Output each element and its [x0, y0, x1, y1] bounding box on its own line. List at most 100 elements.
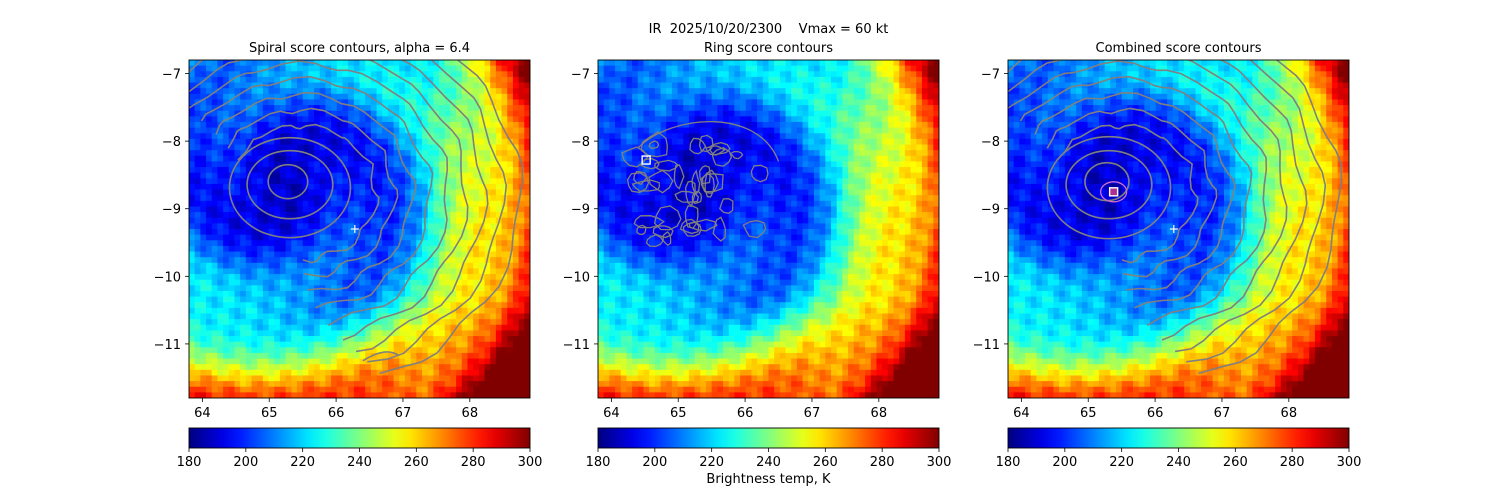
- colorbar-tick-label: 240: [1166, 455, 1191, 470]
- contour-ring-19: [742, 220, 767, 239]
- contour-ring-0: [691, 190, 703, 205]
- contour-inner-2: [1046, 135, 1172, 240]
- y-tick-label: −11: [563, 338, 590, 353]
- x-tick-label: 64: [1013, 406, 1030, 421]
- colorbar-tick-label: 220: [699, 455, 724, 470]
- contour-spiral-arm-3: [200, 75, 434, 309]
- colorbar-tick-label: 260: [404, 455, 429, 470]
- y-tick-label: −9: [571, 203, 590, 218]
- contour-ring-5: [640, 131, 668, 158]
- contour-ring-21: [648, 169, 674, 194]
- contour-spiral-arm-5: [189, 60, 469, 341]
- heatmap-image: [189, 60, 530, 398]
- contour-ring-6: [631, 179, 661, 192]
- colorbar-tick-label: 180: [586, 455, 611, 470]
- contour-ring-23: [704, 172, 715, 198]
- x-tick-label: 67: [1214, 406, 1231, 421]
- axes-frame: [188, 59, 531, 399]
- contour-ring-14: [626, 172, 650, 194]
- y-tick-label: −10: [154, 270, 181, 285]
- contour-inner-2: [228, 136, 352, 239]
- contour-ring-25: [633, 215, 665, 229]
- x-tick-label: 67: [395, 406, 412, 421]
- center-marker-square: [641, 155, 651, 165]
- contour-peak: [1099, 181, 1128, 203]
- contour-ring-15: [750, 164, 769, 183]
- contour-inner-1: [246, 149, 334, 220]
- colorbar-tick-label: 200: [1052, 455, 1077, 470]
- x-tick-label: 65: [261, 406, 278, 421]
- y-tick-label: −11: [154, 338, 181, 353]
- contour-ring-outer: [637, 121, 780, 162]
- contour-inner-0: [267, 163, 309, 200]
- contour-spiral-arm-8: [1198, 60, 1343, 375]
- contour-spiral-arm-8: [379, 60, 524, 375]
- colorbar: [597, 427, 940, 449]
- contour-spiral-arm-7: [367, 60, 508, 363]
- x-tick-label: 68: [871, 406, 888, 421]
- colorbar-tick-label: 240: [347, 455, 372, 470]
- contour-ring-8: [645, 234, 664, 248]
- contour-ring-12: [700, 173, 724, 193]
- colorbar-tick-label: 240: [756, 455, 781, 470]
- x-tick-label: 65: [1080, 406, 1097, 421]
- x-tick-label: 64: [194, 406, 211, 421]
- colorbar-tick-label: 300: [927, 455, 952, 470]
- colorbar-tick-label: 300: [518, 455, 543, 470]
- y-tick-label: −8: [571, 135, 590, 150]
- y-tick-label: −9: [162, 203, 181, 218]
- contour-ring-36: [719, 198, 734, 214]
- contour-ring-20: [698, 134, 714, 153]
- contour-ring-10: [673, 164, 685, 190]
- contour-ring-28: [648, 140, 660, 149]
- x-tick-label: 66: [1147, 406, 1164, 421]
- x-tick-label: 65: [670, 406, 687, 421]
- colorbar-tick-label: 220: [290, 455, 315, 470]
- contour-ring-32: [729, 150, 744, 160]
- colorbar-tick-label: 260: [813, 455, 838, 470]
- colorbar-tick-label: 280: [870, 455, 895, 470]
- axes-frame: [1007, 59, 1350, 399]
- contour-ring-7: [674, 190, 700, 203]
- contour-ring-34: [691, 169, 701, 196]
- contour-spiral-arm-4: [1008, 60, 1268, 327]
- panel-title: Ring score contours: [704, 41, 833, 56]
- colorbar: [1007, 427, 1350, 449]
- contour-ring-18: [653, 205, 682, 231]
- y-tick-label: −11: [973, 338, 1000, 353]
- contour-spiral-arm-6: [189, 60, 489, 353]
- colorbar-tick-label: 280: [1280, 455, 1305, 470]
- contour-spiral-arm-0: [1056, 123, 1199, 264]
- colorbar-label: Brightness temp, K: [706, 472, 831, 487]
- figure-suptitle: IR 2025/10/20/2300 Vmax = 60 kt: [648, 22, 889, 37]
- contour-ring-31: [633, 170, 648, 185]
- y-tick-label: −7: [162, 68, 181, 83]
- contour-ring-30: [689, 137, 707, 155]
- contour-ring-26: [621, 146, 649, 168]
- contour-inner-1: [1065, 149, 1153, 220]
- contour-spiral-arm-2: [215, 91, 417, 291]
- contour-spiral-arm-6: [1008, 60, 1308, 353]
- colorbar-tick-label: 260: [1223, 455, 1248, 470]
- panel-1: Spiral score contours, alpha = 6.4 64 65 66…: [154, 41, 543, 470]
- contour-spiral-arm-1: [227, 107, 399, 278]
- contour-spiral-arm-3: [1019, 75, 1253, 309]
- contour-spiral-arm-4: [189, 60, 449, 327]
- contour-ring-37: [636, 224, 647, 236]
- center-marker-square-2: [1108, 187, 1119, 197]
- x-tick-label: 67: [804, 406, 821, 421]
- panel-title: Combined score contours: [1096, 41, 1262, 56]
- contour-ring-11: [652, 225, 674, 239]
- contour-ring-16: [679, 218, 700, 235]
- contour-ring-29: [688, 218, 718, 232]
- colorbar-tick-label: 300: [1337, 455, 1362, 470]
- panel-2: Ring score contours 64 65 66 67 68 −7 −8 −9 −10 −1…: [563, 41, 952, 470]
- contour-fragment: [362, 351, 399, 362]
- y-tick-label: −10: [563, 270, 590, 285]
- panel-title: Spiral score contours, alpha = 6.4: [249, 41, 470, 56]
- x-tick-label: 68: [1281, 406, 1298, 421]
- x-tick-label: 66: [328, 406, 345, 421]
- contour-ring-33: [705, 145, 726, 156]
- heatmap-image: [598, 60, 939, 398]
